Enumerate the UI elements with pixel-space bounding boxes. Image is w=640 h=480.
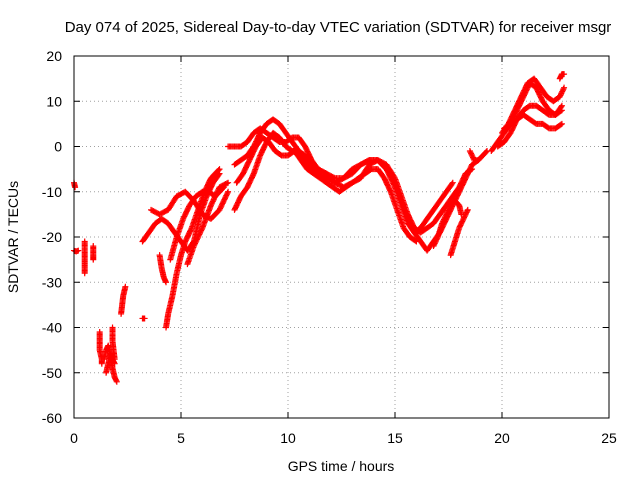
- data-point: [113, 378, 120, 385]
- data-point: [448, 180, 455, 187]
- data-point: [434, 235, 441, 242]
- y-tick-label: -10: [42, 184, 62, 200]
- data-point: [469, 166, 476, 173]
- y-tick-label: -20: [42, 229, 62, 245]
- data-point: [558, 107, 565, 114]
- data-point: [561, 84, 568, 91]
- data-point: [365, 157, 372, 164]
- y-tick-label: 20: [46, 48, 62, 64]
- y-tick-label: -40: [42, 320, 62, 336]
- data-point: [225, 179, 232, 186]
- data-point: [557, 108, 564, 115]
- data-point: [98, 360, 105, 367]
- data-point: [163, 279, 170, 286]
- data-point: [215, 167, 222, 174]
- data-point: [111, 356, 118, 363]
- data-point: [198, 226, 205, 233]
- data-point: [75, 247, 82, 254]
- y-tick-label: 10: [46, 93, 62, 109]
- data-point: [224, 190, 231, 197]
- data-points: [71, 71, 568, 385]
- x-axis-label: GPS time / hours: [288, 458, 395, 474]
- y-tick-label: 0: [54, 139, 62, 155]
- data-point: [560, 85, 567, 92]
- y-tick-label: -30: [42, 274, 62, 290]
- data-point: [330, 174, 337, 181]
- data-point: [464, 208, 471, 215]
- data-point: [72, 184, 79, 191]
- x-tick-label: 20: [494, 430, 510, 446]
- x-tick-label: 25: [601, 430, 617, 446]
- axis-ticks: 0 5 10 15 20 25 20 10 0 -10 -20 -30 -40 -50 -60: [42, 48, 617, 446]
- data-point: [561, 71, 568, 78]
- data-point: [467, 166, 474, 173]
- grid: [74, 56, 609, 418]
- data-point: [464, 206, 471, 213]
- data-point: [225, 188, 232, 195]
- y-tick-label: -50: [42, 365, 62, 381]
- data-point: [90, 256, 97, 263]
- data-point: [391, 178, 398, 185]
- data-point: [141, 315, 148, 322]
- data-point: [122, 283, 129, 290]
- x-tick-label: 5: [177, 430, 185, 446]
- data-point: [558, 120, 565, 127]
- data-point: [483, 148, 490, 155]
- chart-title: Day 074 of 2025, Sidereal Day-to-day VTE…: [65, 19, 612, 36]
- data-point: [81, 270, 88, 277]
- x-tick-label: 0: [70, 430, 78, 446]
- data-point: [223, 180, 230, 187]
- data-point: [458, 211, 465, 218]
- y-tick-label: -60: [42, 410, 62, 426]
- data-point: [413, 238, 420, 245]
- x-tick-label: 10: [280, 430, 296, 446]
- data-point: [412, 237, 419, 244]
- data-point: [557, 121, 564, 128]
- data-point: [449, 179, 456, 186]
- data-point: [216, 166, 223, 173]
- x-tick-label: 15: [387, 430, 403, 446]
- y-axis-label: SDTVAR / TECUs: [5, 181, 21, 293]
